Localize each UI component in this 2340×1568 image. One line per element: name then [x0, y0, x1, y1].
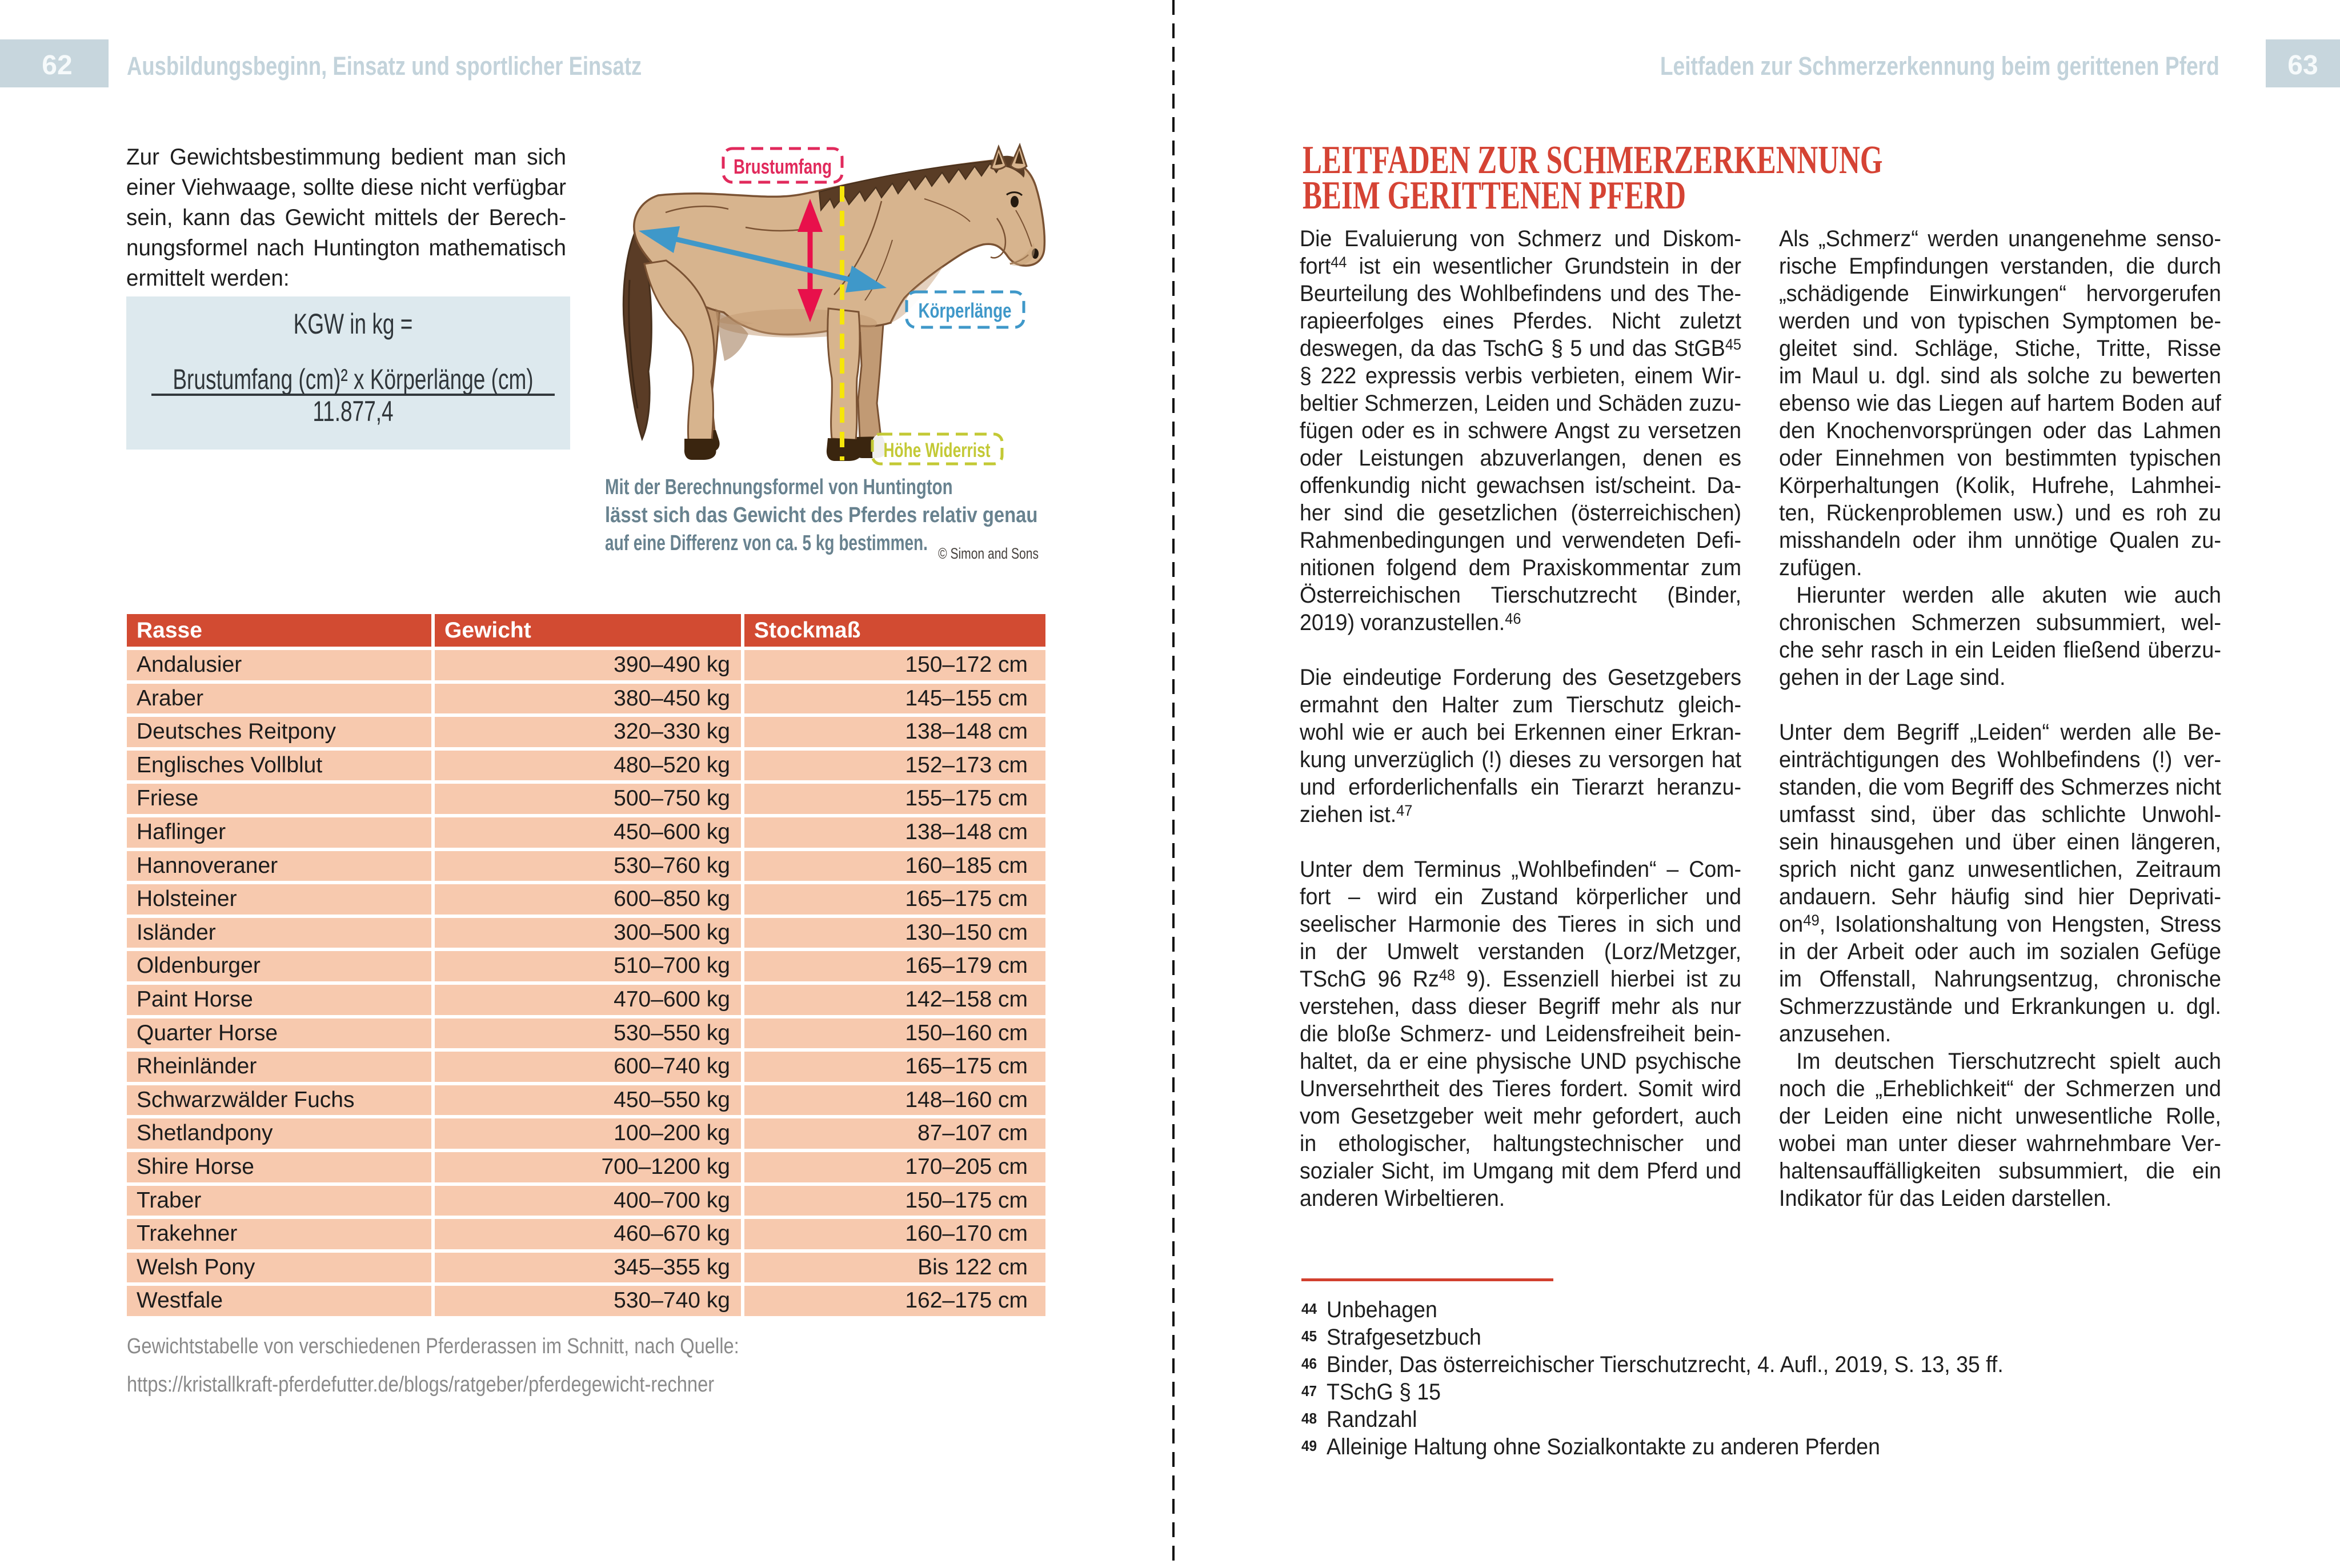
- svg-text:Höhe Widerrist: Höhe Widerrist: [884, 439, 991, 462]
- svg-text:Körperlänge: Körperlänge: [919, 299, 1012, 322]
- svg-text:Brustumfang: Brustumfang: [734, 155, 832, 178]
